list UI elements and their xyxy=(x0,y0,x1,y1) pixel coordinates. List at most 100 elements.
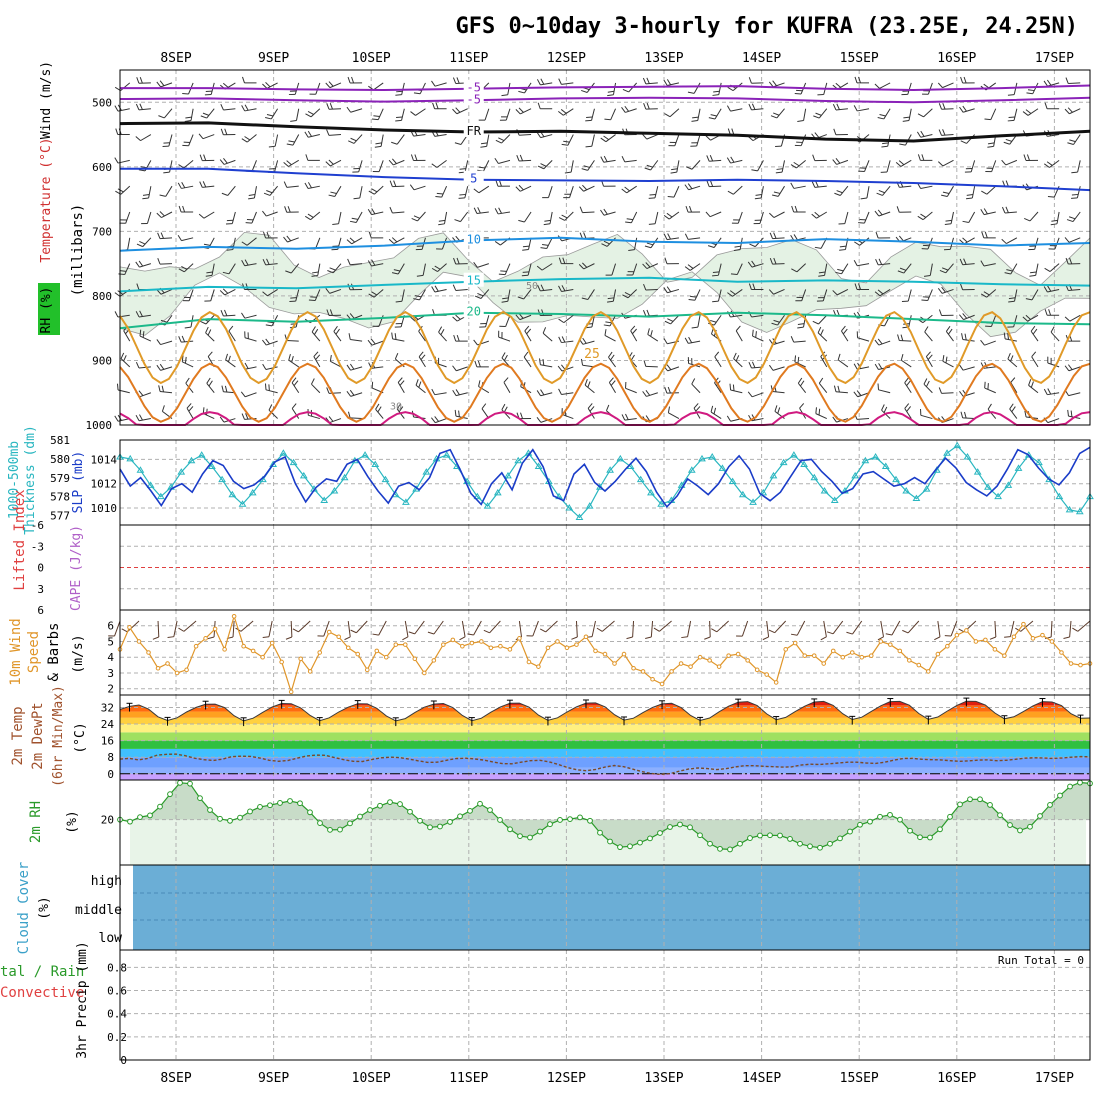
upper-air-barb-flag xyxy=(244,362,249,369)
upper-air-barb-flag xyxy=(518,219,525,223)
rh2m-point xyxy=(1027,823,1033,830)
upper-air-barb xyxy=(634,237,638,250)
upper-air-barb-flag xyxy=(942,191,950,194)
upper-air-barb xyxy=(561,392,574,396)
upper-air-barb xyxy=(159,237,173,240)
upper-air-barb xyxy=(737,211,743,224)
upper-air-barb xyxy=(610,108,617,120)
wind10m-barb-flag xyxy=(571,636,578,640)
upper-air-barb-flag xyxy=(624,186,630,192)
rh2m-point xyxy=(587,817,593,824)
bottom-date-label-10SEP: 10SEP xyxy=(352,1071,391,1086)
upper-air-barb xyxy=(844,211,849,224)
upper-air-barb xyxy=(837,359,849,368)
upper-air-barb-flag xyxy=(836,190,843,194)
upper-air-barb-flag xyxy=(980,293,987,298)
upper-air-barb-flag xyxy=(874,339,880,346)
wind10m-barb xyxy=(716,620,729,633)
upper-air-barb xyxy=(899,340,912,342)
upper-air-barb-flag xyxy=(731,128,735,135)
upper-air-barb xyxy=(688,340,701,344)
upper-air-barb xyxy=(1068,366,1081,372)
wind10m-point xyxy=(431,658,437,663)
upper-air-barb-flag xyxy=(667,406,671,413)
upper-air-barb-flag xyxy=(558,336,562,343)
upper-air-barb xyxy=(772,366,785,371)
upper-air-barb-flag xyxy=(585,119,592,122)
upper-air-barb-flag xyxy=(854,283,858,290)
isotherm-25 xyxy=(119,310,1091,385)
wind10m-barb-flag xyxy=(292,628,299,633)
upper-air-barb-flag xyxy=(200,115,207,119)
upper-air-barb-flag xyxy=(666,364,672,371)
upper-air-barb xyxy=(460,211,469,222)
isotherm-label-5-3: 5 xyxy=(470,172,477,186)
upper-air-barb-flag xyxy=(1008,297,1016,300)
upper-air-barb-flag xyxy=(1050,326,1055,333)
wind10m-point xyxy=(507,647,513,652)
thickness-point xyxy=(687,466,696,473)
upper-air-barb-flag xyxy=(142,331,145,338)
upper-air-barb-flag xyxy=(730,156,735,163)
upper-air-barb xyxy=(803,108,807,121)
wind10m-point xyxy=(992,647,998,652)
upper-air-barb-flag xyxy=(582,262,588,268)
upper-air-barb xyxy=(225,359,236,368)
upper-air-barb xyxy=(759,211,764,224)
upper-air-barb-flag xyxy=(328,194,335,197)
y-label-convective: Convective xyxy=(0,985,84,1001)
upper-air-barb-flag xyxy=(1064,365,1070,372)
upper-air-barb-flag xyxy=(583,232,587,239)
upper-air-barb-flag xyxy=(959,390,964,397)
upper-air-barb-flag xyxy=(178,336,182,343)
upper-air-barb-flag xyxy=(268,404,273,411)
upper-air-barb-flag xyxy=(161,385,165,392)
upper-air-barb-flag xyxy=(642,309,647,317)
upper-air-barb-flag xyxy=(854,241,860,246)
upper-air-barb xyxy=(942,159,954,167)
upper-air-barb-flag xyxy=(621,155,626,163)
upper-air-barb xyxy=(563,314,574,324)
upper-air-barb-flag xyxy=(244,259,249,266)
upper-air-barb-flag xyxy=(1032,328,1038,335)
upper-air-barb-flag xyxy=(434,285,439,292)
upper-air-barb xyxy=(772,237,785,240)
upper-air-barb xyxy=(168,134,173,147)
upper-air-barb xyxy=(820,356,828,368)
wind10m-barb-flag xyxy=(1004,636,1011,638)
upper-air-barb-flag xyxy=(648,223,656,225)
pressure-tick-600: 600 xyxy=(92,161,112,174)
stability-y-label: Lifted Index CAPE (J/kg) xyxy=(12,489,84,611)
upper-air-barb-flag xyxy=(687,91,695,94)
upper-air-barb-flag xyxy=(455,389,460,396)
upper-air-barb xyxy=(351,237,363,245)
bottom-date-axis: 8SEP 9SEP 10SEP 11SEP 12SEP 13SEP 14SEP 15SEP 16… xyxy=(160,1071,1074,1086)
upper-air-barb xyxy=(527,263,532,276)
upper-air-barb xyxy=(334,185,342,197)
bottom-date-label-9SEP: 9SEP xyxy=(258,1071,289,1086)
isotherm-30 xyxy=(119,362,1091,423)
upper-air-barb-flag xyxy=(959,106,964,113)
precip-grid xyxy=(120,950,1090,1060)
cloud-cover-fill xyxy=(133,865,1090,950)
upper-air-barb-flag xyxy=(772,80,777,87)
slp-tick-1010: 1010 xyxy=(91,502,118,515)
upper-air-barb xyxy=(160,82,173,88)
upper-air-barb xyxy=(1010,382,1018,393)
upper-air-barb-flag xyxy=(346,390,352,397)
upper-air-barb-flag xyxy=(980,208,985,215)
upper-air-barb-flag xyxy=(206,377,211,384)
upper-air-barb-flag xyxy=(818,274,825,277)
wind10m-point xyxy=(555,639,560,644)
upper-air-barb xyxy=(286,185,299,188)
upper-air-barb-flag xyxy=(769,258,774,265)
upper-air-barb xyxy=(1013,82,1018,95)
upper-air-barb-flag xyxy=(477,292,484,297)
upper-air-barb-flag xyxy=(557,365,563,372)
upper-air-barb-flag xyxy=(900,334,904,341)
thickness-point xyxy=(861,456,870,464)
upper-air-barb-flag xyxy=(729,383,732,391)
upper-air-barb-flag xyxy=(558,257,562,264)
